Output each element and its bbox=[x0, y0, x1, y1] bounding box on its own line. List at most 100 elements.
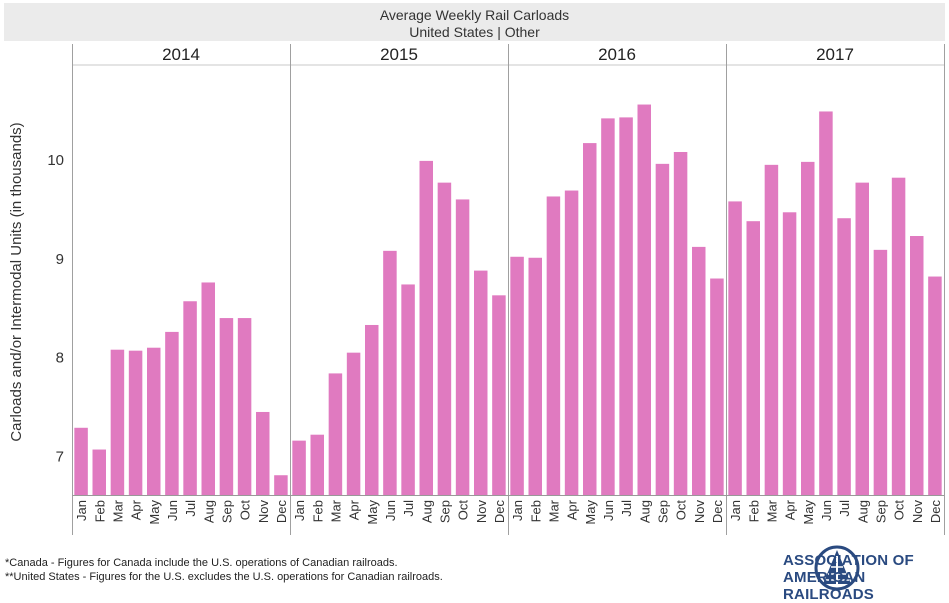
bar-2016-feb bbox=[528, 257, 542, 495]
panel-year-label: 2015 bbox=[380, 45, 418, 64]
x-tick-label: Apr bbox=[565, 499, 580, 520]
x-tick-label: Dec bbox=[274, 500, 289, 524]
bar-2015-jan bbox=[292, 440, 306, 495]
x-tick-label: Mar bbox=[328, 499, 343, 522]
x-tick-label: Feb bbox=[92, 500, 107, 522]
bar-2014-jun bbox=[165, 331, 179, 495]
x-tick-label: Aug bbox=[201, 500, 216, 523]
x-tick-label: Jul bbox=[401, 500, 416, 517]
bar-2017-nov bbox=[910, 236, 924, 495]
bar-2016-jun bbox=[601, 118, 615, 495]
bar-2017-jan bbox=[728, 201, 742, 495]
bar-2015-dec bbox=[492, 295, 506, 495]
footnote-united-states: **United States - Figures for the U.S. e… bbox=[5, 571, 443, 583]
bar-2015-mar bbox=[328, 373, 343, 495]
x-tick-label: Nov bbox=[474, 500, 489, 524]
x-tick-label: Sep bbox=[219, 500, 234, 523]
x-tick-label: Nov bbox=[910, 500, 925, 524]
bar-2017-aug bbox=[855, 182, 869, 495]
x-tick-label: Apr bbox=[347, 499, 362, 520]
chart-title: Average Weekly Rail Carloads bbox=[379, 7, 570, 23]
bar-2015-oct bbox=[455, 199, 470, 495]
footnotes: *Canada - Figures for Canada include the… bbox=[5, 556, 443, 584]
aar-logo-text: ASSOCIATION OF AMERICAN RAILROADS bbox=[783, 552, 949, 603]
bar-2017-may bbox=[801, 161, 815, 495]
x-tick-label: Oct bbox=[892, 500, 907, 521]
y-tick-label: 8 bbox=[56, 350, 64, 367]
bar-2014-apr bbox=[128, 350, 143, 495]
bar-2016-dec bbox=[710, 278, 724, 495]
footnote-canada: *Canada - Figures for Canada include the… bbox=[5, 557, 398, 569]
bar-2014-may bbox=[147, 347, 161, 495]
x-tick-label: Jan bbox=[510, 500, 525, 521]
y-axis-title: Carloads and/or Intermodal Units (in tho… bbox=[8, 122, 25, 441]
x-tick-label: Aug bbox=[855, 500, 870, 523]
bar-2016-jan bbox=[510, 256, 524, 495]
x-tick-label: Jun bbox=[165, 500, 180, 521]
panel-year-label: 2014 bbox=[162, 45, 200, 64]
x-tick-label: Dec bbox=[710, 500, 725, 524]
bar-2016-may bbox=[583, 143, 597, 495]
x-tick-label: May bbox=[801, 500, 816, 525]
x-tick-label: Jun bbox=[601, 500, 616, 521]
x-tick-label: Oct bbox=[674, 500, 689, 521]
bar-2016-nov bbox=[692, 246, 706, 495]
x-tick-label: Aug bbox=[637, 500, 652, 523]
y-tick-label: 10 bbox=[47, 152, 64, 169]
bar-2014-oct bbox=[237, 318, 252, 495]
x-tick-label: Oct bbox=[456, 500, 471, 521]
panel-2014: 2014 Jan Feb Mar Apr May Jun Jul Aug Sep Oct Nov Dec bbox=[72, 44, 290, 535]
bar-2016-apr bbox=[564, 190, 579, 496]
y-tick-label: 7 bbox=[56, 448, 64, 465]
bar-2014-jan bbox=[74, 427, 88, 495]
x-tick-label: May bbox=[147, 500, 162, 525]
bar-2014-mar bbox=[110, 349, 125, 495]
bar-2016-aug bbox=[637, 104, 651, 495]
x-tick-label: Feb bbox=[746, 500, 761, 522]
x-tick-label: Aug bbox=[419, 500, 434, 523]
aar-logo-line1: ASSOCIATION OF bbox=[783, 552, 914, 569]
x-tick-label: May bbox=[583, 500, 598, 525]
bar-2015-jul bbox=[401, 284, 415, 495]
x-tick-label: Jan bbox=[292, 500, 307, 521]
panel-year-label: 2017 bbox=[816, 45, 854, 64]
bar-2015-nov bbox=[474, 270, 488, 495]
aar-logo-line2: AMERICAN RAILROADS bbox=[783, 569, 874, 603]
y-tick-labels: 7 8 9 10 bbox=[47, 152, 64, 466]
chart: Carloads and/or Intermodal Units (in tho… bbox=[8, 44, 945, 535]
x-tick-label: Jan bbox=[74, 500, 89, 521]
x-tick-label: Feb bbox=[528, 500, 543, 522]
x-tick-label: Mar bbox=[546, 499, 561, 522]
x-tick-label: Jul bbox=[183, 500, 198, 517]
bar-2017-oct bbox=[891, 177, 906, 495]
bar-2016-oct bbox=[673, 151, 688, 496]
bar-2017-jun bbox=[819, 111, 833, 496]
x-tick-label: Sep bbox=[873, 500, 888, 523]
bar-2014-dec bbox=[274, 475, 288, 495]
bar-2015-aug bbox=[419, 160, 433, 495]
bar-2014-sep bbox=[219, 318, 234, 495]
x-tick-label: Oct bbox=[238, 500, 253, 521]
x-tick-label: Mar bbox=[764, 499, 779, 522]
x-tick-label: Jul bbox=[837, 500, 852, 517]
chart-subtitle: United States | Other bbox=[409, 24, 540, 40]
panel-year-label: 2016 bbox=[598, 45, 636, 64]
x-tick-label: Nov bbox=[256, 500, 271, 524]
bar-2017-jul bbox=[837, 218, 851, 495]
bar-2017-mar bbox=[764, 164, 779, 495]
x-tick-label: Sep bbox=[437, 500, 452, 523]
bar-2015-apr bbox=[346, 352, 361, 495]
panel-2016: 2016 Jan Feb Mar Apr May Jun Jul Aug Sep Oct Nov Dec bbox=[508, 44, 726, 535]
bar-2014-feb bbox=[92, 449, 106, 495]
bar-2015-sep bbox=[437, 182, 452, 495]
x-tick-label: Dec bbox=[928, 500, 943, 524]
bar-2014-jul bbox=[183, 301, 197, 495]
x-tick-label: Apr bbox=[129, 499, 144, 520]
bar-2014-aug bbox=[201, 282, 215, 495]
x-tick-label: Jan bbox=[728, 500, 743, 521]
bar-2017-dec bbox=[928, 276, 942, 495]
bar-2015-may bbox=[365, 324, 379, 495]
panel-2017: 2017 Jan Feb Mar Apr May Jun Jul Aug Sep Oct Nov Dec bbox=[726, 44, 945, 535]
bar-2017-feb bbox=[746, 221, 760, 495]
